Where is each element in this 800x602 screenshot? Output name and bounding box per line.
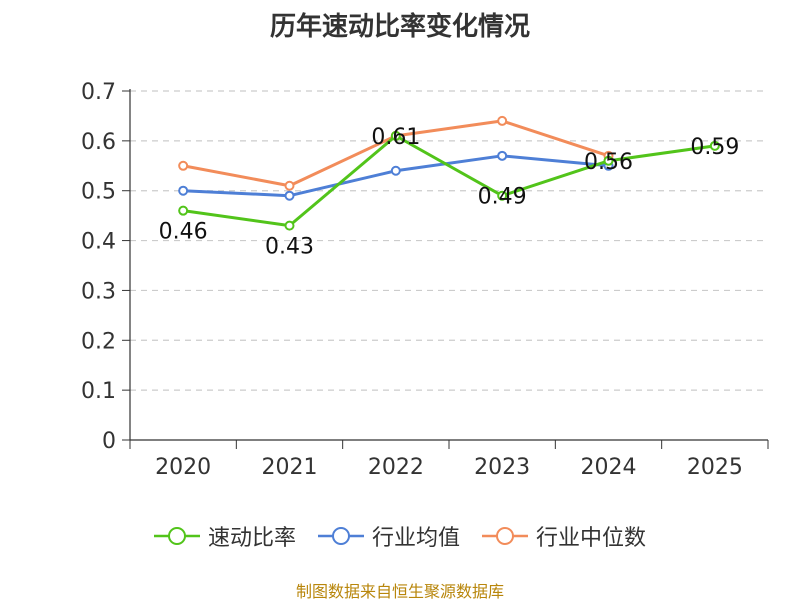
grid-layer <box>130 90 768 391</box>
y-tick-label-0.5: 0.5 <box>81 180 116 205</box>
data-label-2020: 0.46 <box>159 220 208 245</box>
data-label-2024: 0.56 <box>584 150 633 175</box>
y-tick-label-0: 0 <box>102 429 116 454</box>
legend-quick-ratio-icon <box>153 527 200 545</box>
series-1-point-2021 <box>284 190 295 201</box>
legend: 速动比率 行业均值 行业中位数 <box>0 520 800 552</box>
series-0-point-2022 <box>390 130 401 141</box>
x-tick-label-2021: 2021 <box>262 455 318 480</box>
legend-item-industry-mean[interactable]: 行业均值 <box>317 520 460 552</box>
data-label-2022: 0.61 <box>371 125 420 150</box>
data-label-2023: 0.49 <box>478 185 527 210</box>
x-tick-label-2022: 2022 <box>368 455 424 480</box>
data-label-2025: 0.59 <box>690 135 739 160</box>
legend-industry-median-icon <box>482 527 528 545</box>
series-layer <box>178 115 720 231</box>
series-1-point-2022 <box>390 165 401 176</box>
chart-title: 历年速动比率变化情况 <box>269 12 530 42</box>
label-layer: 0.46 0.43 0.61 0.49 0.56 0.59 <box>159 125 740 260</box>
series-0-point-2025 <box>709 140 720 151</box>
legend-item-quick-ratio[interactable]: 速动比率 <box>153 520 296 552</box>
legend-industry-mean-label: 行业均值 <box>371 526 460 551</box>
series-0-point-2023 <box>497 190 508 201</box>
series-1-point-2023 <box>497 150 508 161</box>
axis-layer: 0 0.1 0.2 0.3 0.4 0.5 0.6 0.7 2020 2021 2022 2023 20… <box>81 80 769 480</box>
series-1-point-2020 <box>178 185 189 196</box>
series-2-point-2020 <box>178 160 189 171</box>
legend-quick-ratio-label: 速动比率 <box>207 526 296 551</box>
x-tick-label-2020: 2020 <box>155 455 211 480</box>
y-tick-label-0.6: 0.6 <box>81 130 116 155</box>
source-footer: 制图数据来自恒生聚源数据库 <box>295 582 504 601</box>
y-tick-label-0.4: 0.4 <box>81 230 116 255</box>
x-tick-label-2023: 2023 <box>474 455 530 480</box>
series-0-point-2021 <box>284 220 295 231</box>
x-tick-label-2025: 2025 <box>687 455 743 480</box>
series-2-point-2023 <box>497 115 508 126</box>
series-line-0 <box>182 134 716 228</box>
legend-industry-median-label: 行业中位数 <box>536 526 647 551</box>
y-tick-label-0.3: 0.3 <box>81 279 116 304</box>
data-label-2021: 0.43 <box>265 235 314 260</box>
legend-industry-mean-icon <box>317 527 364 545</box>
series-2-point-2021 <box>284 180 295 191</box>
y-tick-label-0.2: 0.2 <box>81 329 116 354</box>
series-0-point-2020 <box>178 205 189 216</box>
series-0-point-2024 <box>603 155 614 166</box>
x-tick-label-2024: 2024 <box>581 455 637 480</box>
y-tick-label-0.1: 0.1 <box>81 379 116 404</box>
y-tick-label-0.7: 0.7 <box>81 80 116 105</box>
legend-item-industry-median[interactable]: 行业中位数 <box>482 520 646 552</box>
